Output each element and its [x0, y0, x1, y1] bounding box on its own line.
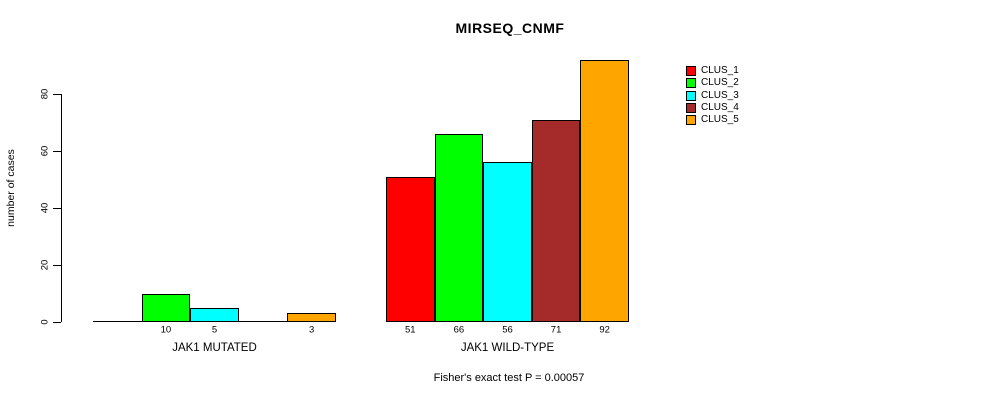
- y-axis-tick-label: 40: [39, 202, 51, 214]
- legend-item-clus-5: CLUS_5: [686, 114, 739, 126]
- legend-item-clus-1: CLUS_1: [686, 66, 739, 76]
- bar-value-label: 71: [550, 324, 562, 336]
- bar-value-label: 10: [160, 324, 172, 336]
- legend-swatch: [686, 102, 696, 113]
- annotation-text: Fisher's exact test P = 0.00057: [433, 372, 585, 384]
- legend-label: CLUS_5: [701, 114, 739, 126]
- y-axis-tick-label: 80: [39, 88, 51, 100]
- bar-value-label: 92: [599, 324, 610, 336]
- chart-title: MIRSEQ_CNMF: [455, 20, 565, 36]
- bar-clus-5-jak1-wild-type: [580, 59, 629, 322]
- legend-label: CLUS_3: [701, 89, 739, 101]
- bar-value-label: 66: [453, 324, 465, 336]
- y-axis-tick: [53, 93, 61, 95]
- y-axis-tick-label: 20: [39, 259, 51, 271]
- bar-clus-2-jak1-mutated: [141, 293, 191, 322]
- y-axis-tick: [53, 207, 61, 209]
- legend-swatch: [686, 78, 696, 89]
- x-axis-group-label-jak1-wild-type: JAK1 WILD-TYPE: [460, 342, 555, 354]
- legend-label: CLUS_2: [701, 77, 739, 89]
- legend-label: CLUS_4: [701, 101, 739, 113]
- bar-clus-5-jak1-mutated: [287, 313, 336, 322]
- y-axis-tick: [53, 321, 61, 323]
- legend-swatch: [686, 66, 696, 76]
- legend-swatch: [686, 115, 696, 126]
- bar-clus-4-jak1-wild-type: [531, 119, 581, 322]
- legend-swatch: [686, 90, 696, 101]
- y-axis-tick: [53, 264, 61, 266]
- bar-clus-3-jak1-mutated: [190, 307, 239, 322]
- bar-value-label: 56: [502, 324, 513, 336]
- bar-clus-1-jak1-wild-type: [386, 176, 435, 322]
- legend: CLUS_1 CLUS_2 CLUS_3 CLUS_4 CLUS_5: [686, 66, 739, 127]
- legend-item-clus-2: CLUS_2: [686, 77, 739, 89]
- bar-value-label: 5: [211, 324, 218, 336]
- bar-value-label: 3: [309, 324, 315, 336]
- bar-clus-4-jak1-mutated-zero: [238, 321, 288, 322]
- legend-item-clus-3: CLUS_3: [686, 89, 739, 101]
- bar-clus-1-jak1-mutated-zero: [93, 321, 142, 322]
- y-axis-tick-label: 60: [39, 145, 51, 157]
- y-axis-tick: [53, 150, 61, 152]
- bar-value-label: 51: [405, 324, 416, 336]
- y-axis-tick-label: 0: [39, 319, 51, 325]
- bar-clus-2-jak1-wild-type: [434, 133, 484, 322]
- legend-item-clus-4: CLUS_4: [686, 101, 739, 113]
- y-axis-label: number of cases: [5, 149, 17, 227]
- legend-label: CLUS_1: [701, 65, 739, 76]
- y-axis-line: [61, 94, 62, 322]
- x-axis-group-label-jak1-mutated: JAK1 MUTATED: [172, 342, 257, 354]
- bar-clus-3-jak1-wild-type: [483, 162, 532, 322]
